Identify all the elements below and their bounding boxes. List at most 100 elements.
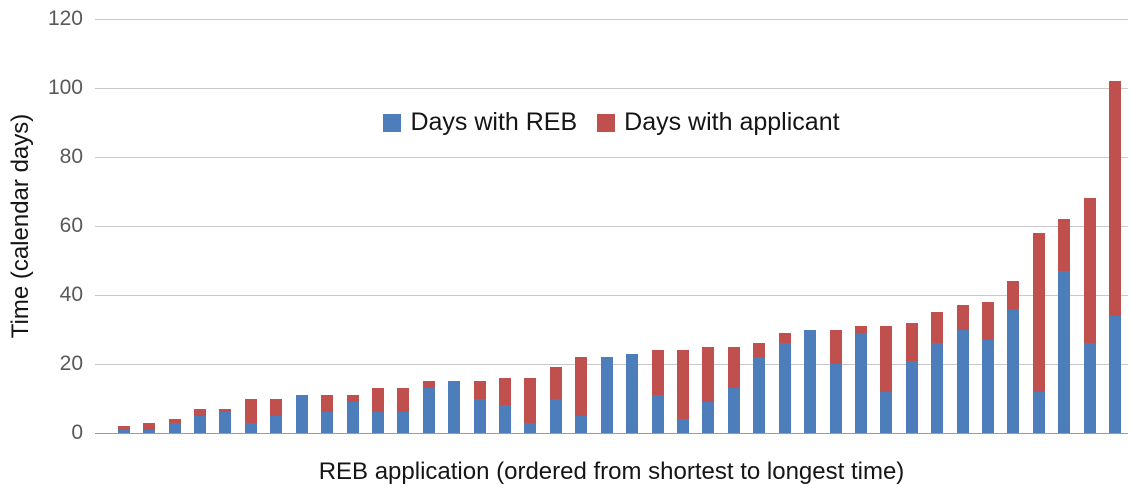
bar-segment-days-with-applicant bbox=[702, 346, 715, 402]
stacked-bar bbox=[219, 19, 232, 433]
stacked-bar bbox=[626, 19, 639, 433]
bar-segment-days-with-applicant bbox=[219, 408, 232, 413]
bar-segment-days-with-applicant bbox=[880, 326, 893, 392]
stacked-bar bbox=[753, 19, 766, 433]
bar-segment-days-with-applicant bbox=[371, 388, 384, 413]
stacked-bar bbox=[422, 19, 435, 433]
x-axis-title: REB application (ordered from shortest t… bbox=[318, 458, 905, 485]
legend-label-days-with-applicant: Days with applicant bbox=[624, 108, 840, 136]
legend-label-days-with-reb: Days with REB bbox=[410, 108, 578, 136]
bar-segment-days-with-reb bbox=[804, 329, 817, 433]
bar-slot bbox=[1102, 19, 1127, 433]
bar-segment-days-with-applicant bbox=[1109, 81, 1122, 316]
plot-area: 0 20 40 60 80 100 120 bbox=[48, 7, 1128, 444]
bar-slot bbox=[518, 19, 543, 433]
bar-segment-days-with-applicant bbox=[168, 419, 181, 423]
bar-slot bbox=[594, 19, 619, 433]
bar-segment-days-with-applicant bbox=[499, 377, 512, 406]
bar-segment-days-with-reb bbox=[1109, 315, 1122, 433]
y-tick-label-60: 60 bbox=[59, 214, 83, 237]
stacked-bar bbox=[651, 19, 664, 433]
y-tick-label-100: 100 bbox=[47, 76, 83, 99]
bar-slot bbox=[314, 19, 339, 433]
bar-slot bbox=[975, 19, 1000, 433]
stacked-bar bbox=[676, 19, 689, 433]
bar-segment-days-with-reb bbox=[448, 381, 461, 433]
stacked-bar bbox=[371, 19, 384, 433]
stacked-bar bbox=[931, 19, 944, 433]
gridline-80 bbox=[95, 157, 1128, 158]
bar-slot bbox=[696, 19, 721, 433]
bar-segment-days-with-reb bbox=[905, 360, 918, 433]
bar-slot bbox=[848, 19, 873, 433]
bar-segment-days-with-reb bbox=[1058, 270, 1071, 433]
stacked-bar bbox=[499, 19, 512, 433]
bar-slot bbox=[187, 19, 212, 433]
bar-slot bbox=[111, 19, 136, 433]
bar-segment-days-with-applicant bbox=[1083, 198, 1096, 344]
bar-segment-days-with-applicant bbox=[117, 426, 130, 430]
gridline-40 bbox=[95, 295, 1128, 296]
bar-slot bbox=[289, 19, 314, 433]
legend-item-days-with-applicant: Days with applicant bbox=[597, 108, 840, 137]
bar-segment-days-with-applicant bbox=[473, 381, 486, 399]
bar-segment-days-with-reb bbox=[168, 422, 181, 433]
bar-segment-days-with-applicant bbox=[829, 329, 842, 365]
bar-slot bbox=[492, 19, 517, 433]
bar-segment-days-with-applicant bbox=[982, 301, 995, 340]
bar-segment-days-with-applicant bbox=[676, 350, 689, 420]
stacked-bar bbox=[727, 19, 740, 433]
bar-slot bbox=[264, 19, 289, 433]
bar-slot bbox=[136, 19, 161, 433]
bar-segment-days-with-reb bbox=[270, 415, 283, 433]
bar-segment-days-with-applicant bbox=[651, 350, 664, 396]
bar-slot bbox=[670, 19, 695, 433]
bar-segment-days-with-applicant bbox=[727, 346, 740, 389]
bar-slot bbox=[441, 19, 466, 433]
legend-swatch-blue bbox=[383, 113, 402, 132]
bar-segment-days-with-reb bbox=[753, 357, 766, 433]
bar-slot bbox=[1001, 19, 1026, 433]
bar-slot bbox=[543, 19, 568, 433]
bar-segment-days-with-reb bbox=[143, 429, 156, 433]
bar-segment-days-with-reb bbox=[956, 329, 969, 433]
bar-segment-days-with-reb bbox=[702, 401, 715, 433]
bar-segment-days-with-applicant bbox=[193, 408, 206, 416]
bar-segment-days-with-applicant bbox=[549, 367, 562, 399]
bar-segment-days-with-reb bbox=[880, 391, 893, 433]
stacked-bar bbox=[270, 19, 283, 433]
bar-segment-days-with-applicant bbox=[422, 381, 435, 389]
stacked-bar bbox=[854, 19, 867, 433]
bar-segment-days-with-applicant bbox=[931, 312, 944, 344]
bar-segment-days-with-reb bbox=[651, 395, 664, 433]
bar-slot bbox=[619, 19, 644, 433]
gridline-100 bbox=[95, 88, 1128, 89]
bar-segment-days-with-reb bbox=[931, 343, 944, 433]
stacked-bar bbox=[1109, 19, 1122, 433]
stacked-bar bbox=[956, 19, 969, 433]
stacked-bar bbox=[1007, 19, 1020, 433]
y-tick-label-40: 40 bbox=[59, 283, 83, 306]
bar-segment-days-with-applicant bbox=[1058, 219, 1071, 271]
bar-segment-days-with-reb bbox=[854, 332, 867, 433]
bar-slot bbox=[925, 19, 950, 433]
bar-slot bbox=[238, 19, 263, 433]
gridline-120 bbox=[95, 19, 1128, 20]
gridline-60 bbox=[95, 226, 1128, 227]
legend-item-days-with-reb: Days with REB bbox=[383, 108, 577, 137]
bar-segment-days-with-reb bbox=[982, 339, 995, 433]
stacked-bar bbox=[168, 19, 181, 433]
bar-slot bbox=[467, 19, 492, 433]
bar-slot bbox=[874, 19, 899, 433]
y-tick-label-20: 20 bbox=[59, 352, 83, 375]
bar-segment-days-with-reb bbox=[549, 398, 562, 433]
bar-segment-days-with-reb bbox=[1032, 391, 1045, 433]
bar-slot bbox=[797, 19, 822, 433]
bar-segment-days-with-reb bbox=[346, 401, 359, 433]
stacked-bar bbox=[295, 19, 308, 433]
bar-segment-days-with-reb bbox=[524, 422, 537, 433]
bar-segment-days-with-applicant bbox=[753, 343, 766, 358]
bar-segment-days-with-applicant bbox=[854, 326, 867, 333]
bar-segment-days-with-reb bbox=[321, 412, 334, 433]
